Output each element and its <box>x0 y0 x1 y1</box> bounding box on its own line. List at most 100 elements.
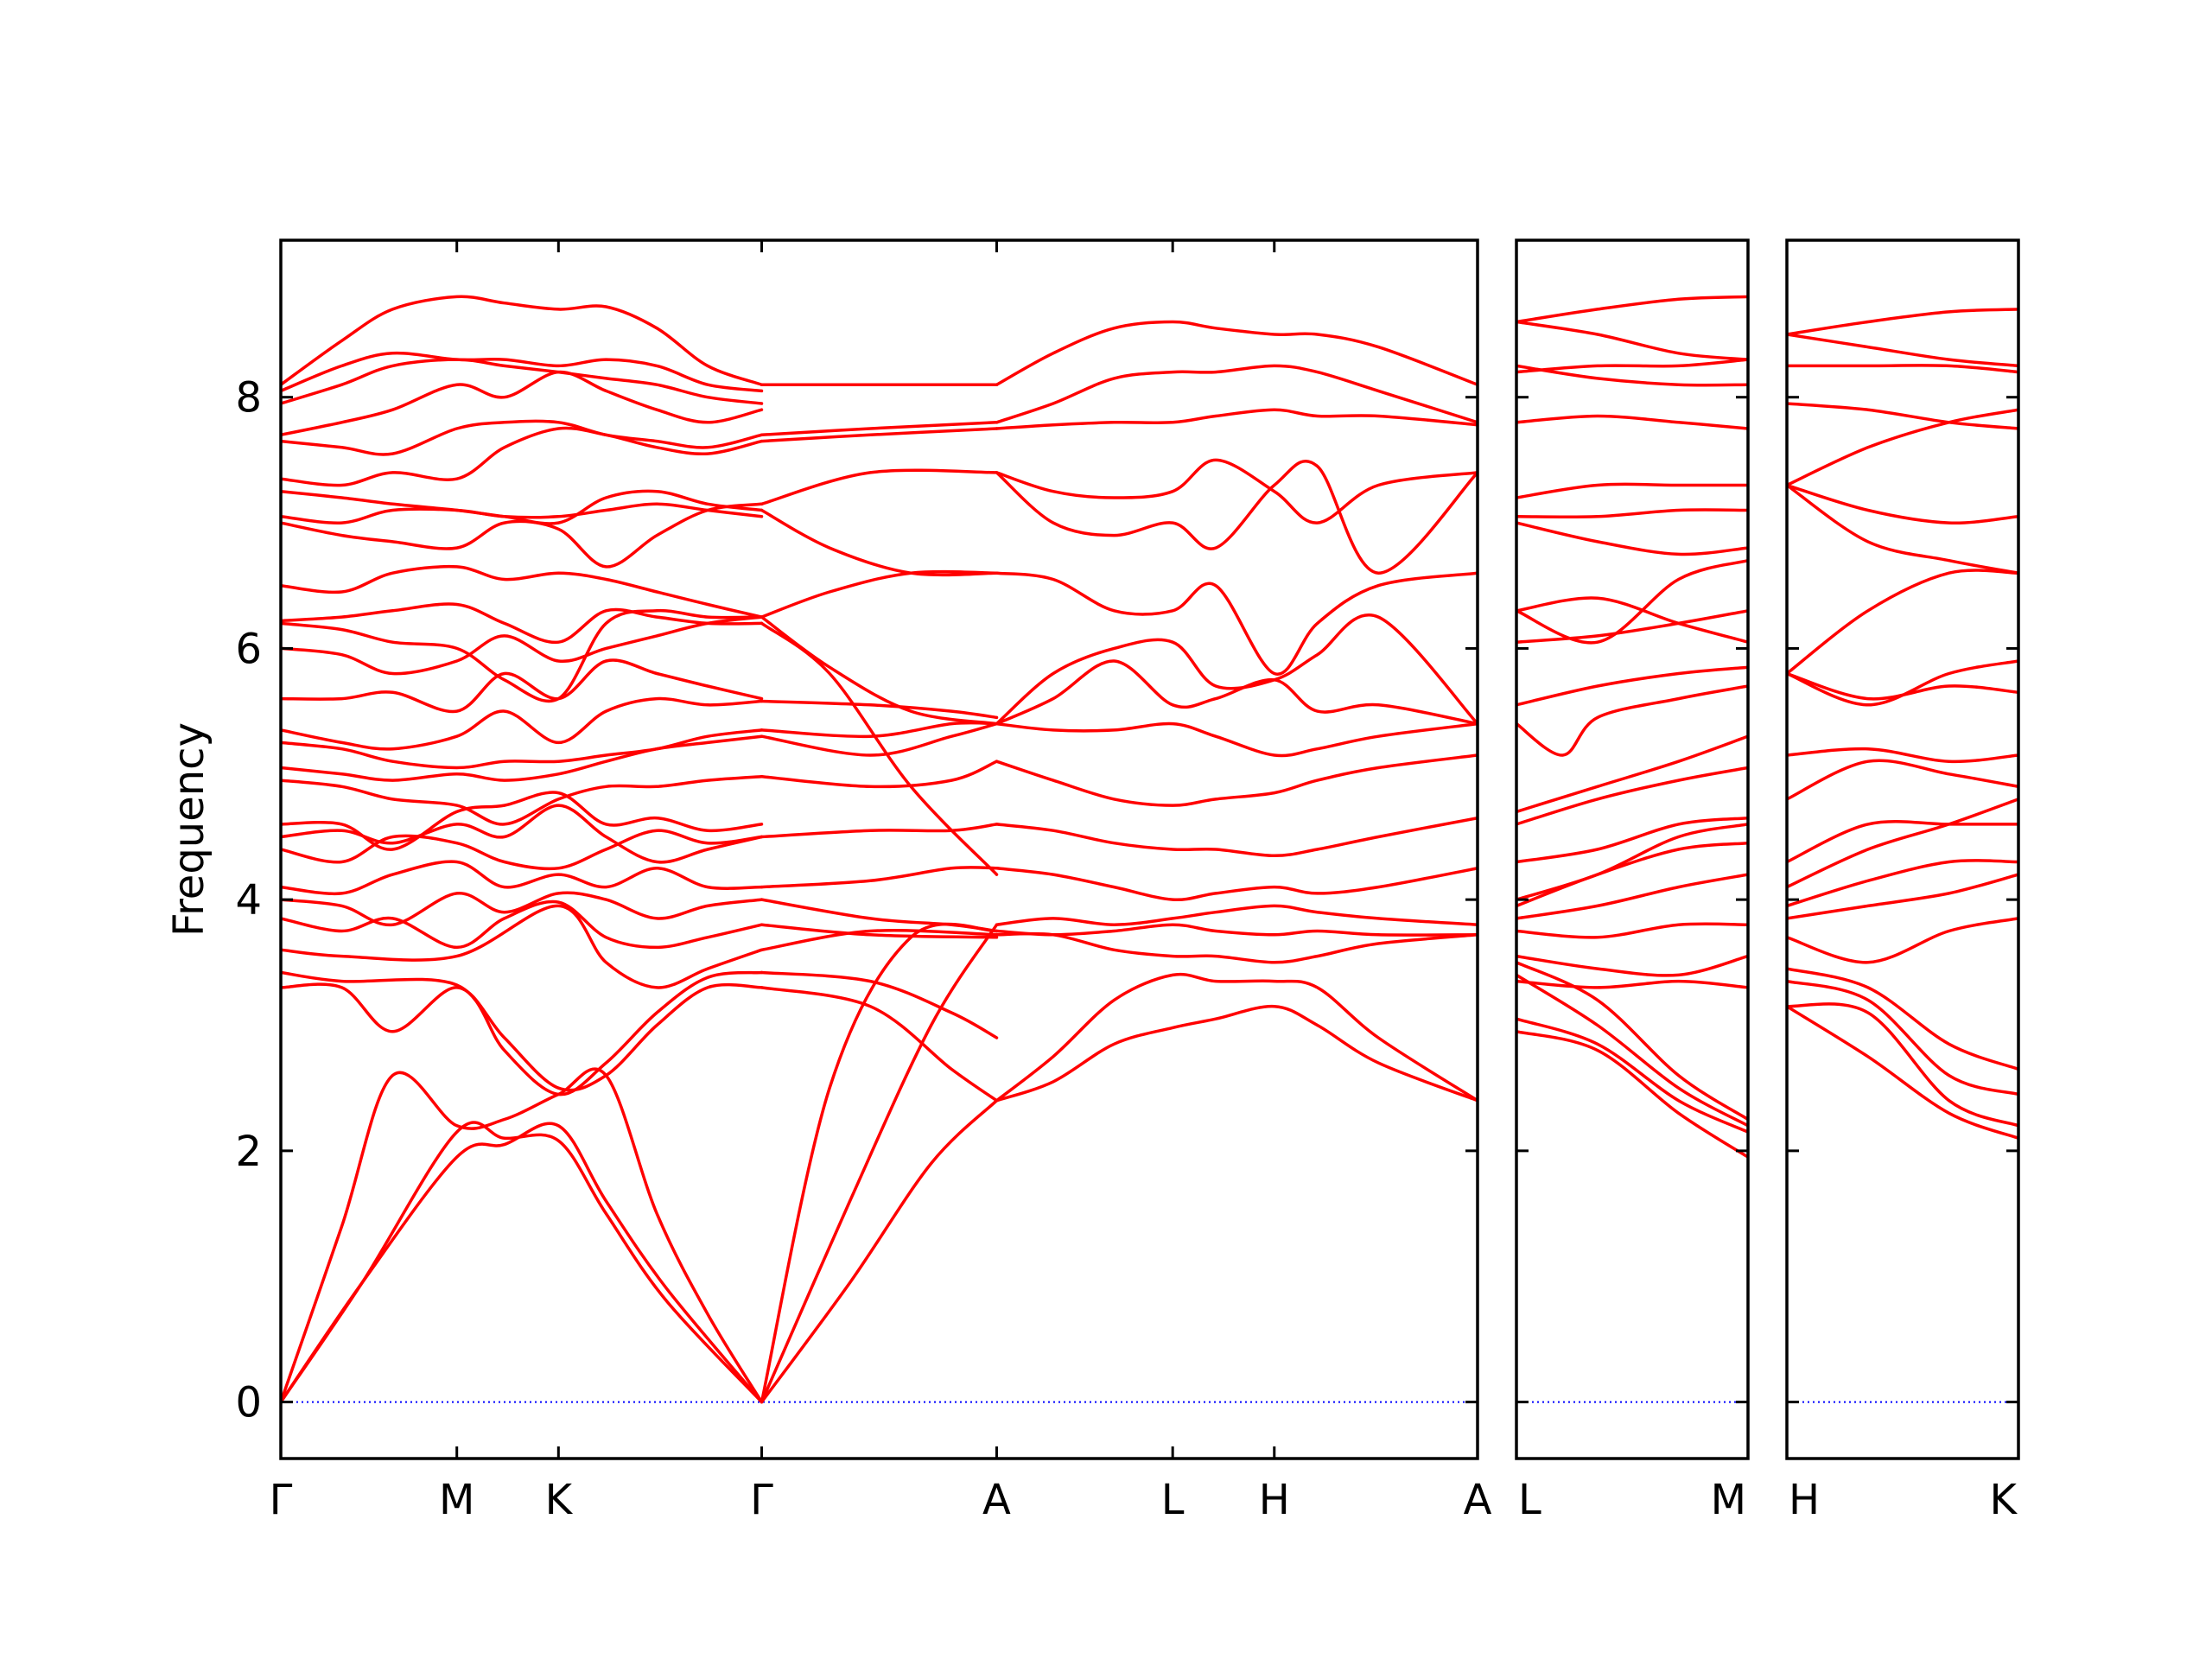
band-line <box>995 613 1478 726</box>
band-line <box>281 804 764 864</box>
band-line <box>281 295 764 386</box>
band-line <box>281 728 764 770</box>
band-line <box>281 615 764 676</box>
band-line <box>281 1067 764 1404</box>
band-lines <box>1787 308 2018 1141</box>
y-tick-label: 2 <box>235 1128 262 1176</box>
band-line <box>281 734 764 782</box>
band-line <box>281 426 764 487</box>
band-line <box>281 564 764 619</box>
x-tick-label: H <box>1789 1476 1820 1524</box>
band-line <box>1516 961 1748 1122</box>
x-tick-label: K <box>545 1476 574 1524</box>
band-line <box>281 658 764 714</box>
band-line <box>760 699 999 720</box>
band-line <box>1516 873 1748 920</box>
band-line <box>1516 922 1748 939</box>
band-line <box>1516 414 1748 430</box>
band-line <box>1516 766 1748 826</box>
band-line <box>760 468 999 506</box>
band-line <box>1516 973 1748 1128</box>
band-line <box>760 421 999 437</box>
band-line <box>760 923 999 1404</box>
band-line <box>1516 841 1748 908</box>
band-line <box>760 1098 999 1404</box>
band-line <box>1787 873 2018 920</box>
band-line <box>995 972 1478 1103</box>
x-tick-label: A <box>1464 1476 1492 1524</box>
band-line <box>995 571 1478 676</box>
band-line <box>281 489 764 525</box>
band-line <box>281 502 764 569</box>
band-line <box>995 867 1478 902</box>
band-line <box>1787 747 2018 764</box>
band-line <box>760 922 999 1404</box>
band-line <box>1787 798 2018 889</box>
band-line <box>995 923 1478 937</box>
band-line <box>1787 333 2018 368</box>
band-line <box>281 891 764 926</box>
panel-frame <box>1515 238 1750 1460</box>
y-tick-label: 0 <box>235 1379 262 1427</box>
band-line <box>281 899 764 950</box>
band-line <box>1787 859 2018 908</box>
band-line <box>1787 483 2018 575</box>
band-line <box>1787 364 2018 374</box>
band-lines <box>281 295 1478 1404</box>
band-line <box>760 929 999 952</box>
y-tick-label: 6 <box>235 625 262 673</box>
band-line <box>760 923 999 939</box>
band-line <box>281 1122 764 1404</box>
band-line <box>1787 819 2018 864</box>
panel-frame <box>279 238 1479 1460</box>
band-line <box>1516 521 1748 556</box>
band-line <box>281 970 764 1096</box>
band-line <box>281 419 764 456</box>
band-line <box>281 502 764 524</box>
band-line <box>281 608 764 703</box>
band-line <box>1516 1030 1748 1159</box>
band-line <box>1516 482 1748 499</box>
band-line <box>1516 358 1748 374</box>
x-tick-label: L <box>1161 1476 1185 1524</box>
band-line <box>281 829 764 871</box>
band-lines <box>1516 295 1748 1159</box>
band-line <box>995 753 1478 807</box>
band-line <box>995 1004 1478 1103</box>
band-line <box>281 791 764 851</box>
band-line <box>1516 684 1748 757</box>
band-line <box>1787 408 2018 487</box>
band-line <box>1516 734 1748 814</box>
band-line <box>760 615 999 726</box>
band-line <box>995 931 1478 964</box>
band-line <box>1787 569 2018 676</box>
x-tick-label: L <box>1518 1476 1541 1524</box>
band-line <box>995 320 1478 386</box>
x-tick-label: M <box>1711 1476 1746 1524</box>
band-line <box>760 760 999 789</box>
band-line <box>1516 823 1748 901</box>
band-line <box>1787 483 2018 524</box>
band-line <box>1516 596 1748 644</box>
band-line <box>281 696 764 751</box>
band-line <box>1516 979 1748 989</box>
band-line <box>760 986 999 1103</box>
band-line <box>1516 954 1748 977</box>
x-tick-label: M <box>439 1476 474 1524</box>
band-line <box>1516 320 1748 361</box>
band-line <box>281 1121 764 1404</box>
x-tick-label: Γ <box>750 1476 773 1524</box>
band-line <box>281 370 764 437</box>
x-tick-label: K <box>1990 1476 2018 1524</box>
band-line <box>1787 917 2018 964</box>
band-line <box>281 351 764 393</box>
band-line <box>1787 402 2018 430</box>
band-line <box>1787 659 2018 707</box>
band-line <box>1787 967 2018 1071</box>
band-line <box>995 816 1478 858</box>
panel-frame <box>1785 238 2020 1460</box>
